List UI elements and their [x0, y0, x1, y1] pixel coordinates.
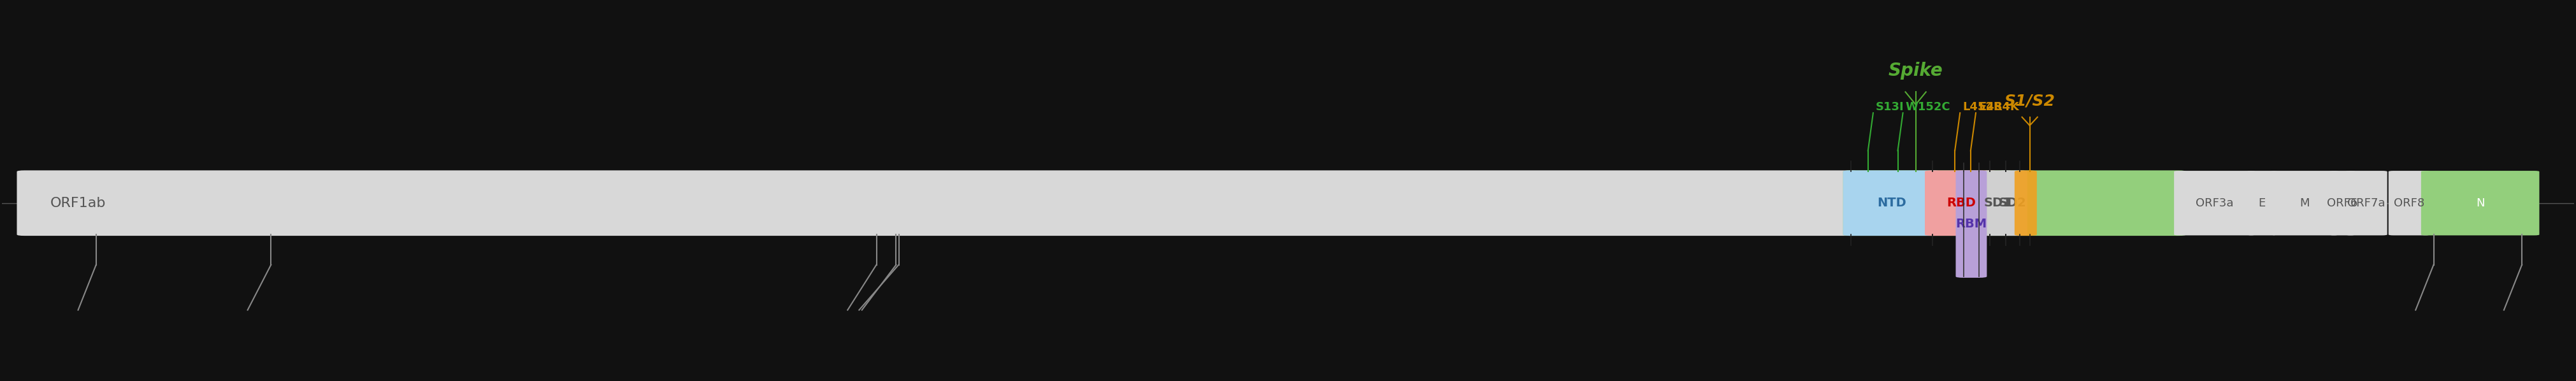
Text: ORF7a: ORF7a [2347, 197, 2385, 209]
Text: ORF8: ORF8 [2393, 197, 2424, 209]
Text: RBM: RBM [1955, 218, 1986, 230]
FancyBboxPatch shape [1955, 170, 1986, 278]
FancyBboxPatch shape [1842, 170, 2187, 236]
FancyBboxPatch shape [2174, 171, 2254, 235]
Text: S1/S2: S1/S2 [2004, 93, 2056, 109]
Text: L452R: L452R [1963, 101, 2002, 113]
FancyBboxPatch shape [1924, 170, 1996, 236]
Text: N: N [2476, 197, 2483, 209]
Text: Spike: Spike [1888, 61, 1942, 79]
FancyBboxPatch shape [18, 170, 1857, 236]
FancyBboxPatch shape [2347, 171, 2388, 235]
Text: S13I: S13I [1875, 101, 1904, 113]
Text: RBD: RBD [1947, 197, 1976, 209]
Text: SD1: SD1 [1984, 197, 2012, 209]
Text: E: E [2259, 197, 2264, 209]
FancyBboxPatch shape [2388, 171, 2429, 235]
Text: E484K: E484K [1978, 101, 2020, 113]
Text: ORF3a: ORF3a [2195, 197, 2233, 209]
Text: NTD: NTD [1878, 197, 1906, 209]
FancyBboxPatch shape [2329, 171, 2354, 235]
Text: SD2: SD2 [1999, 197, 2027, 209]
FancyBboxPatch shape [2014, 170, 2038, 236]
FancyBboxPatch shape [1981, 170, 2014, 236]
Text: ORF1ab: ORF1ab [52, 197, 106, 210]
Text: M: M [2300, 197, 2311, 209]
FancyBboxPatch shape [1842, 170, 1940, 236]
Text: ORF6: ORF6 [2326, 197, 2357, 209]
FancyBboxPatch shape [1999, 170, 2027, 236]
FancyBboxPatch shape [2272, 171, 2339, 235]
Text: W152C: W152C [1906, 101, 1950, 113]
FancyBboxPatch shape [2421, 171, 2540, 235]
FancyBboxPatch shape [2246, 171, 2277, 235]
